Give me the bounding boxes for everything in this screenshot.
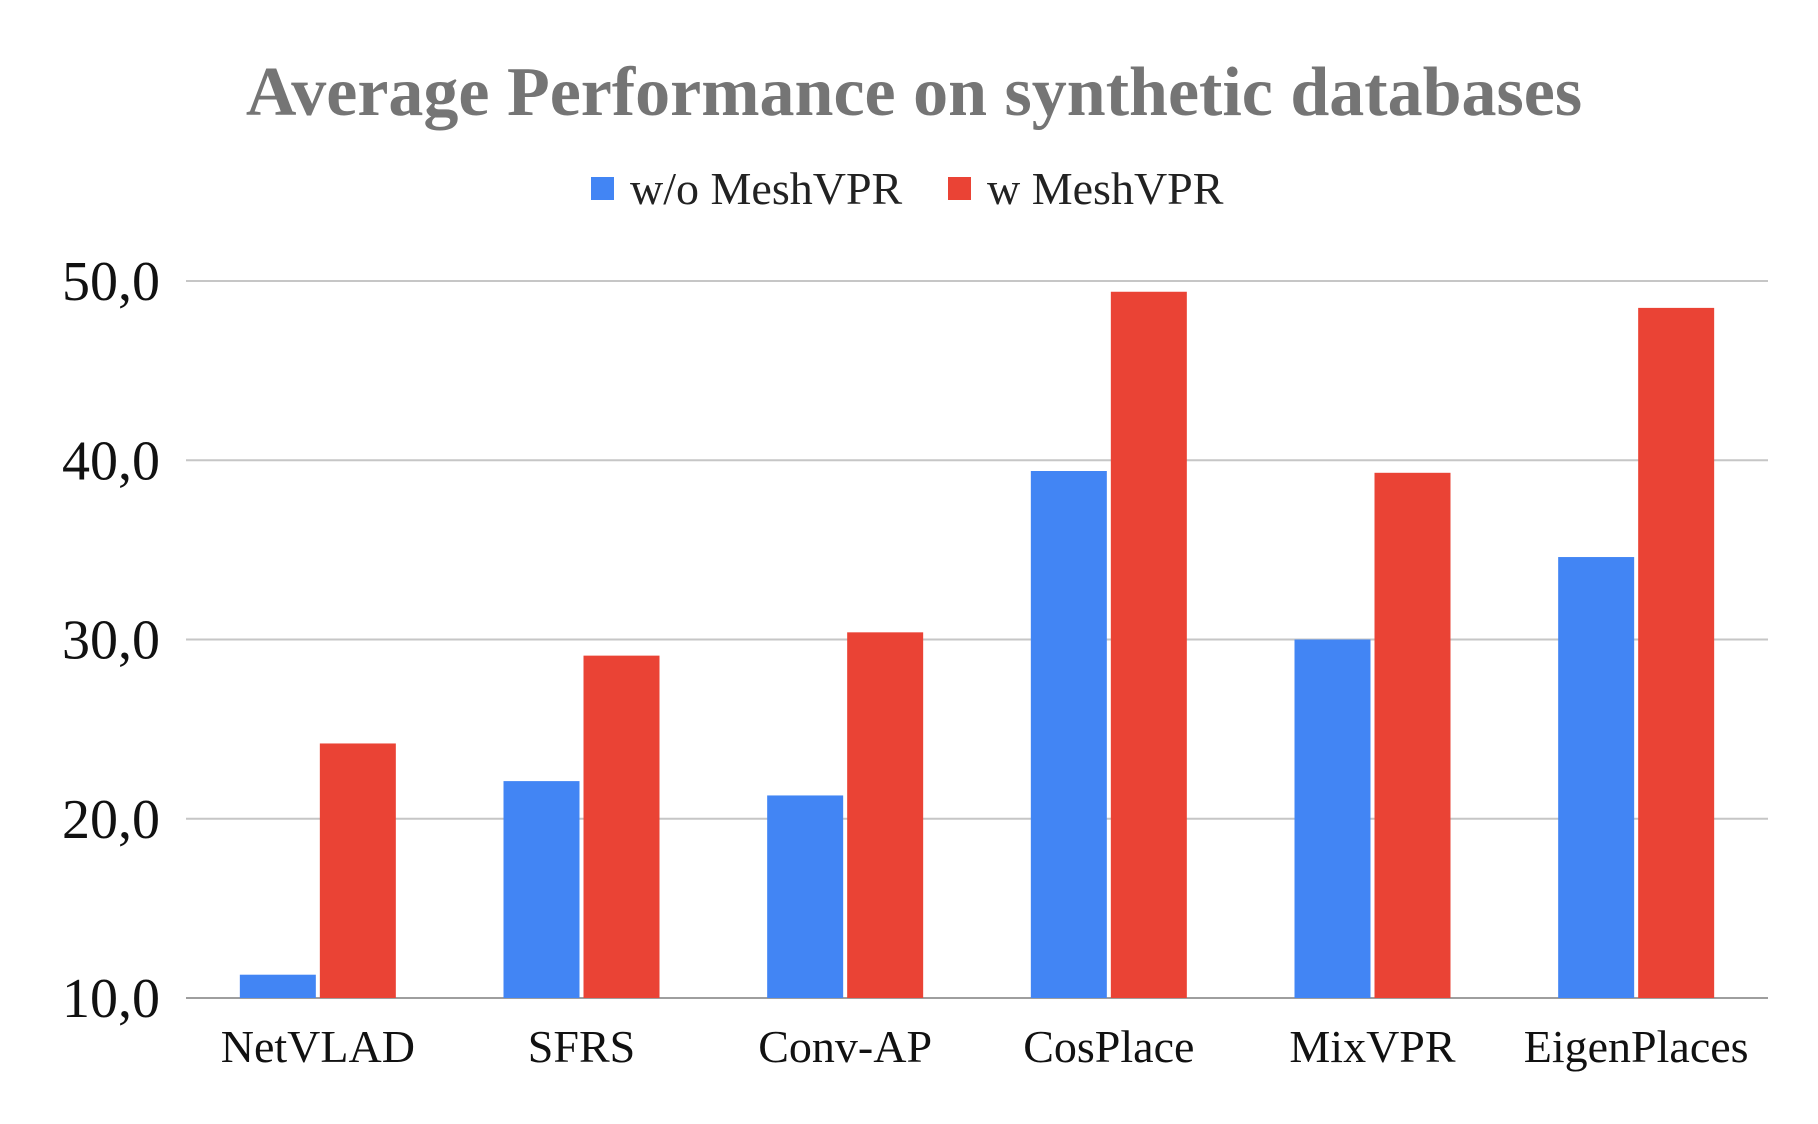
y-tick-label: 10,0 <box>62 968 160 1030</box>
x-tick-label: SFRS <box>528 1021 635 1072</box>
bar-without-meshvpr-eigenplaces <box>1558 557 1635 998</box>
legend-swatch-with-meshvpr <box>948 177 971 200</box>
bar-with-meshvpr-eigenplaces <box>1638 307 1715 998</box>
bar-without-meshvpr-mixvpr <box>1294 639 1371 998</box>
y-tick-label: 30,0 <box>62 610 160 672</box>
bar-with-meshvpr-sfrs <box>583 655 660 998</box>
gridlines <box>186 280 1768 999</box>
y-tick-label: 20,0 <box>62 789 160 851</box>
x-tick-label: Conv-AP <box>758 1021 932 1072</box>
bar-without-meshvpr-netvlad <box>239 974 316 998</box>
x-tick-label: EigenPlaces <box>1524 1021 1749 1072</box>
legend: w/o MeshVPR w MeshVPR <box>591 163 1224 214</box>
bar-with-meshvpr-mixvpr <box>1374 472 1451 998</box>
x-tick-label: CosPlace <box>1023 1021 1194 1072</box>
legend-swatch-without-meshvpr <box>591 177 614 200</box>
chart-title: Average Performance on synthetic databas… <box>246 54 1582 131</box>
legend-label-with-meshvpr: w MeshVPR <box>987 163 1224 214</box>
legend-label-without-meshvpr: w/o MeshVPR <box>630 163 903 214</box>
y-tick-label: 40,0 <box>62 430 160 492</box>
y-tick-label: 50,0 <box>62 251 160 313</box>
bar-without-meshvpr-conv-ap <box>767 795 844 998</box>
x-tick-label: NetVLAD <box>221 1021 415 1072</box>
bar-without-meshvpr-sfrs <box>503 781 580 998</box>
bars <box>239 291 1715 998</box>
x-axis-ticks: NetVLAD SFRS Conv-AP CosPlace MixVPR EigenPla… <box>221 1021 1749 1072</box>
bar-without-meshvpr-cosplace <box>1030 471 1107 998</box>
bar-with-meshvpr-conv-ap <box>847 632 924 998</box>
bar-with-meshvpr-netvlad <box>319 743 396 998</box>
bar-with-meshvpr-cosplace <box>1110 291 1187 998</box>
y-axis-ticks: 10,0 20,0 30,0 40,0 50,0 <box>62 251 160 1030</box>
x-tick-label: MixVPR <box>1289 1021 1455 1072</box>
